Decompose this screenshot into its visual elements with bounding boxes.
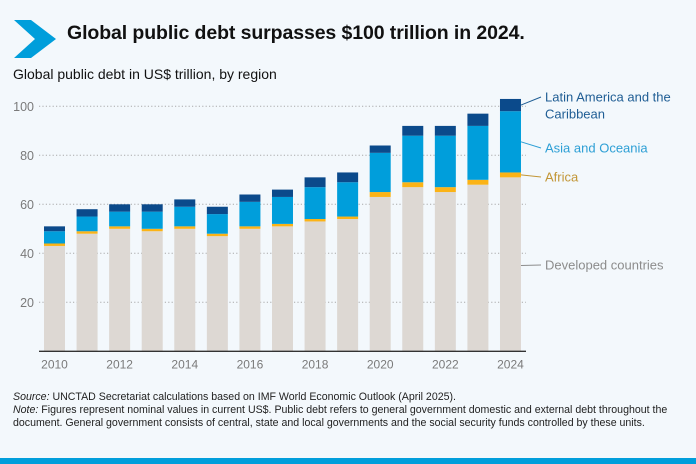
bar-segment	[304, 187, 326, 219]
note-label: Note:	[13, 404, 39, 416]
bar-segment	[304, 219, 326, 222]
bar-segment	[369, 192, 391, 197]
bar-segment	[174, 206, 196, 227]
bar-segment	[402, 187, 424, 352]
stacked-bar-chart: 20 40 60 80 100 2010 2012 2014 2016 2018 2020 2022 2…	[13, 90, 671, 372]
bar-segment	[369, 152, 391, 193]
bar-segment	[434, 187, 456, 193]
bar-segment	[239, 226, 261, 229]
legend-label: Caribbean	[545, 107, 605, 122]
bar-segment	[239, 228, 261, 352]
note-text: Figures represent nominal values in curr…	[13, 404, 668, 429]
y-tick-label: 40	[20, 247, 34, 261]
bar-segment	[206, 236, 228, 352]
bar-segment	[76, 231, 98, 234]
x-tick-label: 2018	[302, 357, 329, 371]
legend-label: Developed countries	[545, 258, 664, 273]
bar-segment	[271, 226, 293, 352]
bar-segment	[206, 214, 228, 234]
bar-segment	[271, 223, 293, 227]
x-tick-label: 2022	[432, 357, 459, 371]
legend-leader-line	[520, 264, 542, 267]
bar-segment	[304, 221, 326, 352]
y-tick-label: 100	[13, 100, 34, 114]
bar-segment	[271, 189, 293, 197]
legend-leader-line	[520, 96, 542, 106]
x-tick-label: 2016	[237, 357, 264, 371]
bar-segment	[304, 177, 326, 188]
bar-segment	[499, 177, 521, 352]
y-tick-label: 60	[20, 198, 34, 212]
x-tick-label: 2010	[41, 357, 68, 371]
x-tick-label: 2024	[497, 357, 524, 371]
y-tick-label: 20	[20, 296, 34, 310]
bar-segment	[467, 179, 489, 185]
legend-label: Africa	[545, 170, 579, 185]
legend-label: Latin America and the	[545, 90, 671, 105]
bar-segment	[337, 216, 359, 219]
bar-segment	[434, 192, 456, 352]
bar-segment	[141, 204, 163, 212]
bar-segment	[109, 228, 131, 352]
bar-segment	[369, 196, 391, 352]
bar-segment	[467, 125, 489, 180]
legend-leader-line	[520, 141, 542, 149]
legend-leader-line	[520, 174, 542, 178]
x-tick-label: 2014	[171, 357, 198, 371]
bar-segment	[402, 125, 424, 136]
bar-segment	[76, 216, 98, 232]
bar-segment	[271, 196, 293, 224]
bar-segment	[337, 219, 359, 352]
bar-segment	[239, 201, 261, 227]
bar-segment	[467, 113, 489, 126]
bar-segment	[337, 172, 359, 183]
bar-segment	[434, 135, 456, 188]
legend-label: Asia and Oceania	[545, 141, 648, 156]
bar-segment	[499, 172, 521, 178]
bar-segment	[337, 182, 359, 217]
bar-segment	[467, 184, 489, 352]
bar-segment	[44, 226, 65, 232]
source-line: Source: UNCTAD Secretariat calculations …	[13, 391, 683, 404]
bar-segment	[141, 231, 163, 352]
bar-segment	[434, 125, 456, 136]
bar-segment	[239, 194, 261, 202]
chevron-icon	[14, 20, 56, 58]
y-tick-label: 80	[20, 149, 34, 163]
bar-segment	[44, 243, 65, 246]
bar-segment	[141, 228, 163, 232]
bar-segment	[402, 182, 424, 188]
bar-segment	[206, 206, 228, 215]
chart-footer: Source: UNCTAD Secretariat calculations …	[13, 391, 683, 430]
chart-title: Global public debt surpasses $100 trilli…	[67, 22, 525, 44]
bar-segment	[76, 233, 98, 352]
bottom-accent-bar	[0, 458, 696, 464]
chart-subtitle: Global public debt in US$ trillion, by r…	[13, 66, 277, 82]
bar-segment	[206, 233, 228, 237]
bar-segment	[141, 211, 163, 229]
bar-segment	[109, 211, 131, 227]
bar-segment	[499, 98, 521, 112]
bar-segment	[174, 226, 196, 229]
bar-segment	[76, 209, 98, 217]
bar-segment	[174, 228, 196, 352]
note-line: Note: Figures represent nominal values i…	[13, 404, 683, 430]
source-text: UNCTAD Secretariat calculations based on…	[49, 391, 456, 403]
bar-segment	[402, 135, 424, 183]
x-tick-label: 2020	[367, 357, 394, 371]
bar-segment	[44, 231, 65, 244]
bar-segment	[174, 199, 196, 207]
bar-segment	[44, 245, 65, 352]
source-label: Source:	[13, 391, 50, 403]
bar-segment	[499, 111, 521, 173]
bar-segment	[109, 204, 131, 212]
bar-segment	[369, 145, 391, 153]
bar-segment	[109, 226, 131, 229]
x-tick-label: 2012	[106, 357, 133, 371]
